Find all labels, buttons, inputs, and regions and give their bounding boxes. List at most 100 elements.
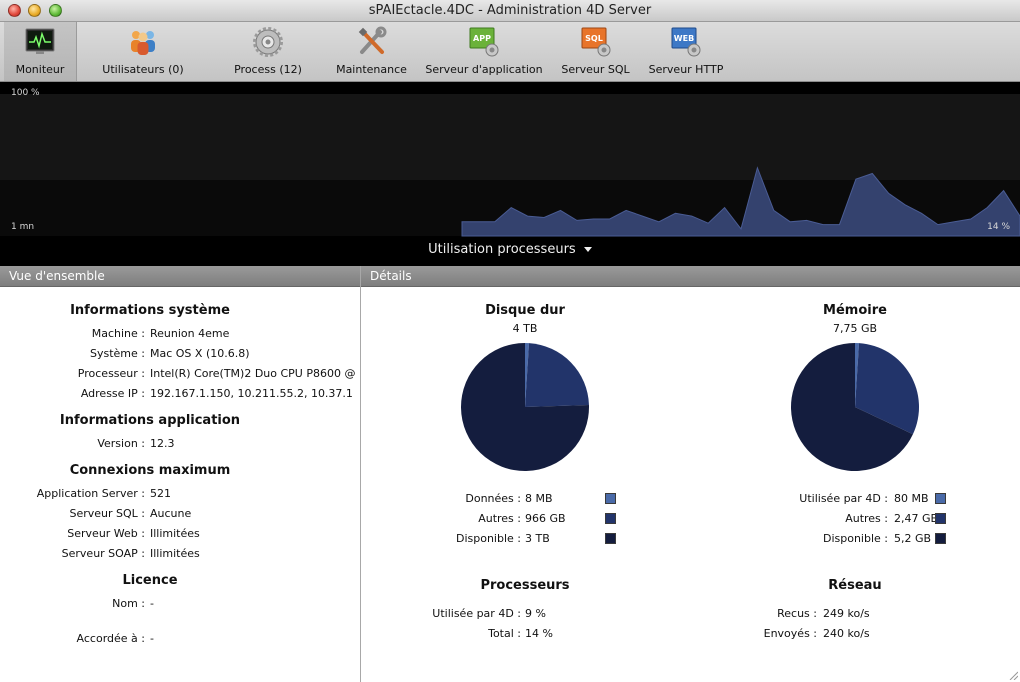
memory-pie-chart (791, 343, 919, 471)
network-sent-value: 240 ko/s (823, 627, 870, 640)
app-server-icon: APP (469, 27, 499, 57)
sql-badge-text: SQL (585, 34, 603, 43)
tab-monitor-label: Moniteur (15, 63, 65, 76)
minimize-window-button[interactable] (28, 4, 41, 17)
memory-4d-swatch (935, 493, 946, 504)
app-server-conn-key: Application Server : (36, 487, 145, 500)
cpu-total-value: 14 % (525, 627, 553, 640)
tab-process[interactable]: Process (12) (225, 22, 311, 81)
soap-conn-key: Serveur SOAP : (61, 547, 145, 560)
licence-granted-key: Accordée à : (76, 632, 145, 645)
cpu-total-key: Total : (488, 627, 521, 640)
zoom-window-button[interactable] (49, 4, 62, 17)
monitor-icon (25, 28, 55, 54)
disk-total: 4 TB (512, 322, 538, 335)
web-conn-value: Illimitées (150, 527, 200, 540)
monitor-top-label: 100 % (11, 88, 40, 98)
overview-header-label: Vue d'ensemble (9, 269, 105, 283)
network-received-value: 249 ko/s (823, 607, 870, 620)
tab-sql-server[interactable]: SQL Serveur SQL (558, 22, 633, 81)
monitor-metric-label: Utilisation processeurs (428, 242, 576, 257)
sql-conn-value: Aucune (150, 507, 192, 520)
web-badge-text: WEB (674, 34, 694, 43)
window-title-bar: sPAIEctacle.4DC - Administration 4D Serv… (0, 0, 1020, 22)
tab-users[interactable]: Utilisateurs (0) (95, 22, 191, 81)
max-connections-title: Connexions maximum (69, 463, 231, 478)
cpu-monitor: 100 % 1 mn 14 % Utilisation processeurs (0, 82, 1020, 266)
version-key: Version : (97, 437, 145, 450)
http-server-icon: WEB (671, 27, 701, 57)
machine-value: Reunion 4eme (150, 327, 230, 340)
disk-other-value: 966 GB (525, 512, 566, 525)
memory-other-key: Autres : (845, 512, 888, 525)
tools-icon (358, 26, 386, 54)
cpu-4d-key: Utilisée par 4D : (432, 607, 521, 620)
processor-value: Intel(R) Core(TM)2 Duo CPU P8600 @ (150, 367, 355, 380)
disk-free-key: Disponible : (455, 532, 521, 545)
memory-pie-slice-1 (855, 343, 919, 435)
system-value: Mac OS X (10.6.8) (150, 347, 250, 360)
tab-process-label: Process (12) (234, 63, 302, 76)
memory-total: 7,75 GB (832, 322, 878, 335)
tab-app-server-label: Serveur d'application (425, 63, 543, 76)
disk-pie-chart (461, 343, 589, 471)
monitor-current-label: 14 % (987, 222, 1010, 232)
disk-data-key: Données : (465, 492, 521, 505)
memory-pie-slice-0 (855, 343, 860, 407)
process-gear-icon (253, 27, 283, 57)
disk-title: Disque dur (485, 303, 565, 318)
sql-server-icon: SQL (581, 27, 610, 57)
disk-free-swatch (605, 533, 616, 544)
sql-conn-key: Serveur SQL : (69, 507, 145, 520)
monitor-time-label: 1 mn (11, 222, 35, 232)
disk-other-key: Autres : (478, 512, 521, 525)
disk-pie-slice-0 (525, 343, 530, 407)
licence-title: Licence (122, 573, 178, 588)
tab-maintenance[interactable]: Maintenance (335, 22, 408, 81)
cpu-history-graph (0, 94, 1020, 237)
details-header: Détails (361, 266, 1020, 287)
app-server-conn-value: 521 (150, 487, 171, 500)
disk-data-swatch (605, 493, 616, 504)
overview-header: Vue d'ensemble (0, 266, 360, 287)
system-info-title: Informations système (70, 303, 230, 318)
tab-http-server[interactable]: WEB Serveur HTTP (647, 22, 725, 81)
tab-maintenance-label: Maintenance (336, 63, 407, 76)
network-title: Réseau (828, 578, 882, 593)
licence-name-key: Nom : (112, 597, 145, 610)
resize-grip-icon[interactable] (1008, 670, 1018, 680)
network-sent-key: Envoyés : (763, 627, 817, 640)
memory-4d-key: Utilisée par 4D : (799, 492, 888, 505)
panel-divider[interactable] (360, 266, 361, 682)
disk-pie-slice-2 (461, 343, 589, 471)
disk-other-swatch (605, 513, 616, 524)
tab-sql-server-label: Serveur SQL (561, 63, 630, 76)
machine-key: Machine : (91, 327, 145, 340)
memory-4d-value: 80 MB (894, 492, 929, 505)
version-value: 12.3 (150, 437, 175, 450)
processor-key: Processeur : (77, 367, 145, 380)
disk-data-value: 8 MB (525, 492, 553, 505)
licence-name-value: - (150, 597, 154, 610)
tab-users-label: Utilisateurs (0) (102, 63, 184, 76)
tab-monitor[interactable]: Moniteur (4, 22, 77, 81)
disk-free-value: 3 TB (525, 532, 550, 545)
licence-granted-value: - (150, 632, 154, 645)
disk-pie-slice-1 (525, 343, 589, 407)
soap-conn-value: Illimitées (150, 547, 200, 560)
processors-title: Processeurs (480, 578, 570, 593)
cpu-history-area (461, 166, 1020, 237)
toolbar: Moniteur Utilisateurs (0) Process (12) M… (0, 22, 1020, 82)
app-info-title: Informations application (59, 413, 241, 428)
chevron-down-icon (583, 247, 592, 252)
details-header-label: Détails (370, 269, 412, 283)
window-title: sPAIEctacle.4DC - Administration 4D Serv… (368, 3, 652, 18)
memory-other-value: 2,47 GB (894, 512, 939, 525)
memory-free-value: 5,2 GB (894, 532, 932, 545)
memory-other-swatch (935, 513, 946, 524)
system-key: Système : (90, 347, 145, 360)
cpu-4d-value: 9 % (525, 607, 546, 620)
close-window-button[interactable] (8, 4, 21, 17)
tab-app-server[interactable]: APP Serveur d'application (425, 22, 543, 81)
monitor-metric-selector[interactable]: Utilisation processeurs (0, 242, 1020, 257)
